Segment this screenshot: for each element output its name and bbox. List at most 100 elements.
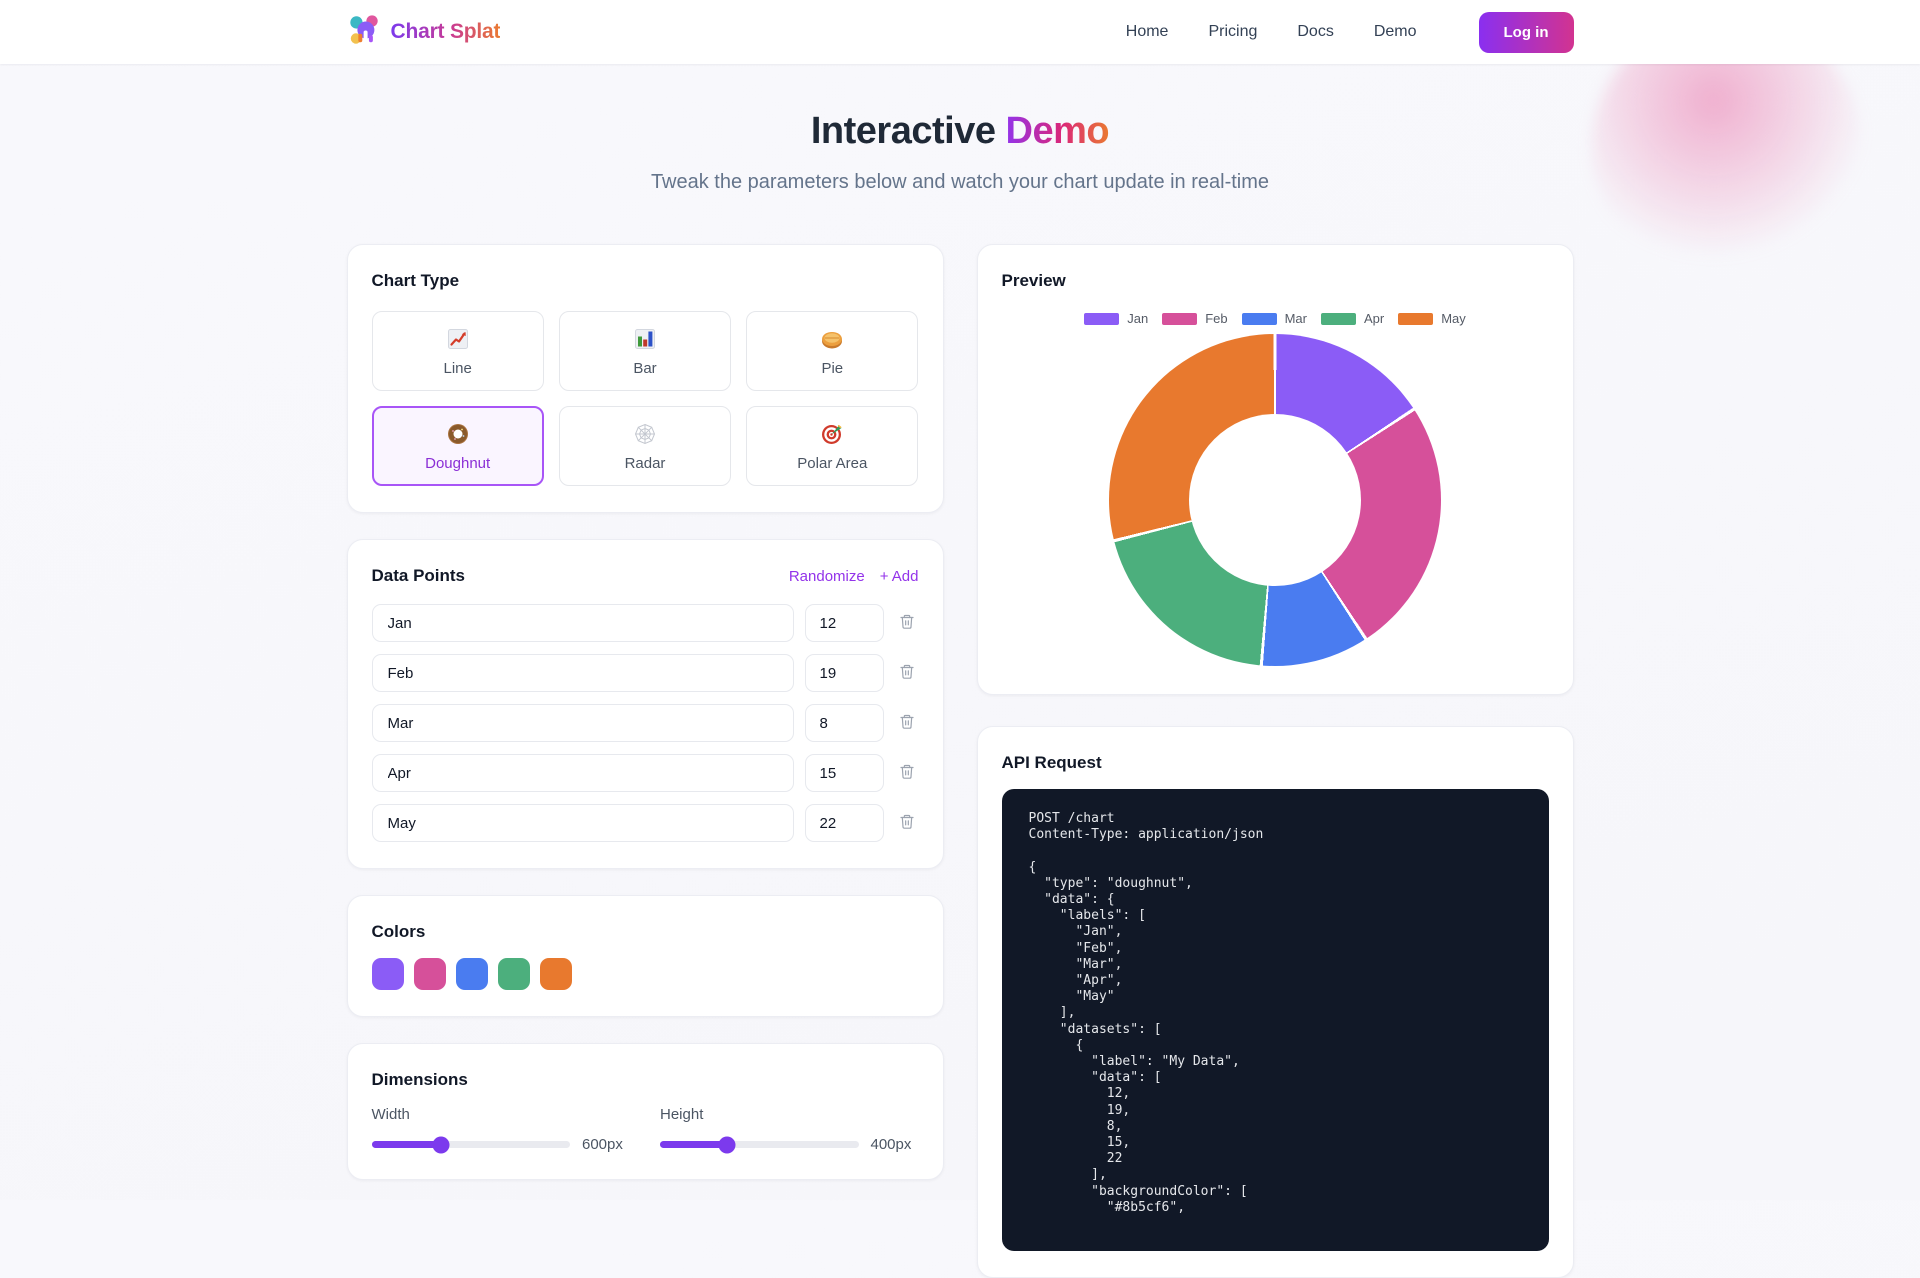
- colors-card: Colors: [346, 895, 944, 1017]
- data-point-value-input[interactable]: [804, 604, 884, 642]
- delete-data-point-button[interactable]: [895, 711, 919, 735]
- chart-type-option-label: Bar: [633, 359, 657, 377]
- legend-item[interactable]: Feb: [1162, 311, 1228, 326]
- preview-card: Preview Jan Feb Mar Apr May: [976, 244, 1574, 695]
- data-point-label-input[interactable]: [371, 754, 794, 792]
- chart-type-option-line[interactable]: Line: [371, 311, 544, 391]
- chart-type-option-radar[interactable]: Radar: [558, 406, 732, 486]
- legend-swatch: [1162, 312, 1198, 325]
- data-point-value-input[interactable]: [804, 754, 884, 792]
- doughnut-icon: [445, 421, 471, 447]
- data-point-row: [371, 704, 919, 742]
- color-swatch-1[interactable]: [371, 958, 404, 990]
- chart-type-option-pie[interactable]: Pie: [746, 311, 919, 391]
- chart-type-card: Chart Type Line Bar Pie Doughnut Radar P…: [346, 244, 944, 513]
- height-value: 400px: [870, 1136, 912, 1153]
- data-point-row: [371, 754, 919, 792]
- trash-icon: [899, 663, 915, 683]
- data-point-value-input[interactable]: [804, 704, 884, 742]
- legend-item[interactable]: May: [1398, 311, 1466, 326]
- bar-chart-icon: [632, 326, 658, 352]
- width-value: 600px: [582, 1136, 623, 1153]
- chart-type-title: Chart Type: [371, 271, 460, 290]
- color-swatch-2[interactable]: [413, 958, 446, 990]
- nav-link-docs[interactable]: Docs: [1297, 23, 1334, 40]
- delete-data-point-button[interactable]: [895, 661, 919, 685]
- width-slider-fill: [371, 1141, 441, 1148]
- brand-name: Chart Splat: [390, 20, 501, 43]
- api-request-card: API Request POST /chart Content-Type: ap…: [976, 726, 1574, 1278]
- height-slider-thumb[interactable]: [718, 1136, 736, 1153]
- data-point-value-input[interactable]: [804, 804, 884, 842]
- doughnut-hole: [1189, 414, 1361, 586]
- chart-type-option-label: Doughnut: [425, 454, 491, 472]
- trash-icon: [899, 613, 915, 633]
- chart-type-option-label: Line: [443, 359, 472, 377]
- chart-splat-logo-icon: [347, 13, 381, 52]
- radar-web-icon: [632, 421, 658, 447]
- hero-section: Interactive Demo Tweak the parameters be…: [0, 64, 1920, 194]
- trash-icon: [899, 813, 915, 833]
- chart-type-option-label: Radar: [624, 454, 666, 472]
- delete-data-point-button[interactable]: [895, 761, 919, 785]
- data-points-card: Data Points Randomize + Add: [346, 539, 944, 869]
- data-point-row: [371, 804, 919, 842]
- color-swatch-4[interactable]: [497, 958, 530, 990]
- trash-icon: [899, 763, 915, 783]
- add-data-point-button[interactable]: + Add: [879, 567, 919, 585]
- width-slider-thumb[interactable]: [432, 1136, 450, 1153]
- legend-swatch: [1320, 312, 1356, 325]
- height-label: Height: [660, 1106, 704, 1123]
- delete-data-point-button[interactable]: [895, 611, 919, 635]
- legend-item[interactable]: Mar: [1241, 311, 1307, 326]
- width-slider[interactable]: [371, 1136, 570, 1153]
- dimensions-card: Dimensions Width 600px Height: [346, 1043, 944, 1180]
- height-slider[interactable]: [660, 1136, 859, 1153]
- data-point-label-input[interactable]: [371, 804, 794, 842]
- brand[interactable]: Chart Splat: [347, 13, 501, 52]
- chart-legend: Jan Feb Mar Apr May: [1002, 311, 1549, 326]
- colors-title: Colors: [371, 922, 426, 941]
- color-swatch-3[interactable]: [455, 958, 488, 990]
- data-point-row: [371, 604, 919, 642]
- color-swatch-5[interactable]: [539, 958, 572, 990]
- legend-label: Mar: [1284, 311, 1307, 326]
- chart-type-option-polar-area[interactable]: Polar Area: [746, 406, 919, 486]
- api-request-title: API Request: [1001, 753, 1102, 772]
- legend-label: Feb: [1205, 311, 1228, 326]
- legend-item[interactable]: Apr: [1320, 311, 1385, 326]
- data-point-row: [371, 654, 919, 692]
- legend-swatch: [1241, 312, 1277, 325]
- nav-link-demo[interactable]: Demo: [1373, 23, 1417, 40]
- chart-type-option-bar[interactable]: Bar: [558, 311, 732, 391]
- chart-type-option-doughnut[interactable]: Doughnut: [371, 406, 544, 486]
- nav-link-home[interactable]: Home: [1125, 23, 1169, 40]
- doughnut-chart: [1109, 334, 1441, 666]
- legend-swatch: [1084, 312, 1120, 325]
- dimensions-title: Dimensions: [371, 1070, 468, 1089]
- top-navigation-bar: Chart Splat Home Pricing Docs Demo Log in: [0, 0, 1920, 64]
- legend-label: Apr: [1363, 311, 1385, 326]
- preview-title: Preview: [1001, 271, 1066, 290]
- trash-icon: [899, 713, 915, 733]
- legend-label: Jan: [1127, 311, 1149, 326]
- nav-link-pricing[interactable]: Pricing: [1208, 23, 1258, 40]
- height-slider-fill: [660, 1141, 728, 1148]
- log-in-button[interactable]: Log in: [1478, 11, 1574, 53]
- pie-icon: [819, 326, 845, 352]
- delete-data-point-button[interactable]: [895, 811, 919, 835]
- api-request-code: POST /chart Content-Type: application/js…: [1028, 811, 1264, 1215]
- data-points-title: Data Points: [371, 566, 466, 585]
- randomize-button[interactable]: Randomize: [788, 567, 865, 585]
- legend-item[interactable]: Jan: [1084, 311, 1148, 326]
- legend-swatch: [1398, 312, 1434, 325]
- main-nav: Home Pricing Docs Demo Log in: [1125, 11, 1574, 53]
- data-point-value-input[interactable]: [804, 654, 884, 692]
- chart-type-option-label: Pie: [821, 359, 844, 377]
- height-slider-group: Height 400px: [660, 1106, 919, 1153]
- data-point-label-input[interactable]: [371, 604, 794, 642]
- data-point-label-input[interactable]: [371, 704, 794, 742]
- data-point-label-input[interactable]: [371, 654, 794, 692]
- polar-target-icon: [819, 421, 845, 447]
- page-subtitle: Tweak the parameters below and watch you…: [650, 171, 1270, 193]
